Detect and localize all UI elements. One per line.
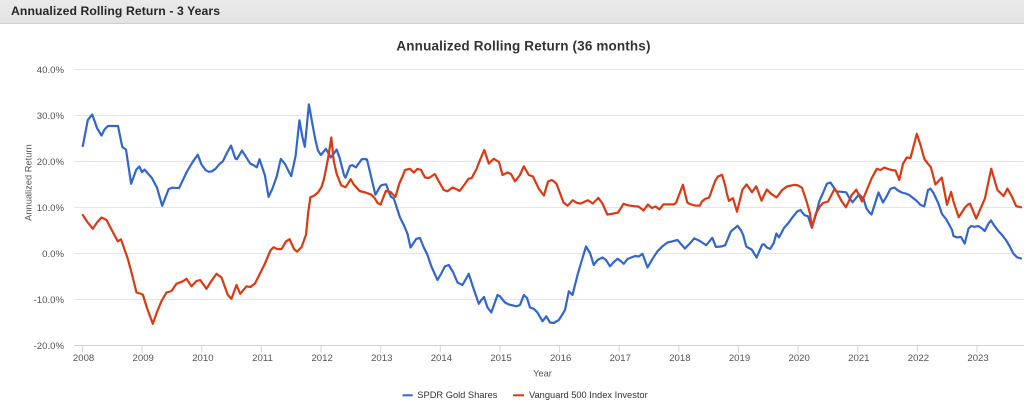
svg-text:40.0%: 40.0% bbox=[37, 65, 65, 76]
svg-text:2013: 2013 bbox=[371, 353, 392, 364]
svg-text:2016: 2016 bbox=[550, 353, 571, 364]
svg-text:30.0%: 30.0% bbox=[37, 111, 65, 122]
svg-text:0.0%: 0.0% bbox=[42, 249, 64, 260]
svg-text:2021: 2021 bbox=[848, 353, 869, 364]
svg-text:Vanguard 500 Index Investor: Vanguard 500 Index Investor bbox=[529, 390, 648, 400]
svg-text:20.0%: 20.0% bbox=[37, 157, 65, 168]
svg-text:2017: 2017 bbox=[610, 353, 631, 364]
svg-text:-20.0%: -20.0% bbox=[34, 341, 65, 352]
svg-text:2022: 2022 bbox=[908, 353, 929, 364]
svg-text:2009: 2009 bbox=[133, 353, 154, 364]
svg-text:2008: 2008 bbox=[73, 353, 94, 364]
svg-text:2015: 2015 bbox=[490, 353, 511, 364]
svg-text:2019: 2019 bbox=[729, 353, 750, 364]
svg-text:10.0%: 10.0% bbox=[37, 203, 65, 214]
svg-text:2010: 2010 bbox=[192, 353, 213, 364]
svg-text:Annualized Return: Annualized Return bbox=[24, 144, 34, 221]
svg-text:SPDR Gold Shares: SPDR Gold Shares bbox=[417, 390, 497, 400]
svg-text:2012: 2012 bbox=[311, 353, 332, 364]
svg-text:2018: 2018 bbox=[669, 353, 690, 364]
svg-text:-10.0%: -10.0% bbox=[34, 295, 65, 306]
svg-text:2023: 2023 bbox=[967, 353, 988, 364]
svg-text:Year: Year bbox=[533, 368, 552, 378]
svg-text:Annualized Rolling Return (36: Annualized Rolling Return (36 months) bbox=[396, 38, 650, 53]
svg-text:2020: 2020 bbox=[788, 353, 809, 364]
svg-text:2014: 2014 bbox=[431, 353, 453, 364]
svg-text:2011: 2011 bbox=[252, 353, 273, 364]
